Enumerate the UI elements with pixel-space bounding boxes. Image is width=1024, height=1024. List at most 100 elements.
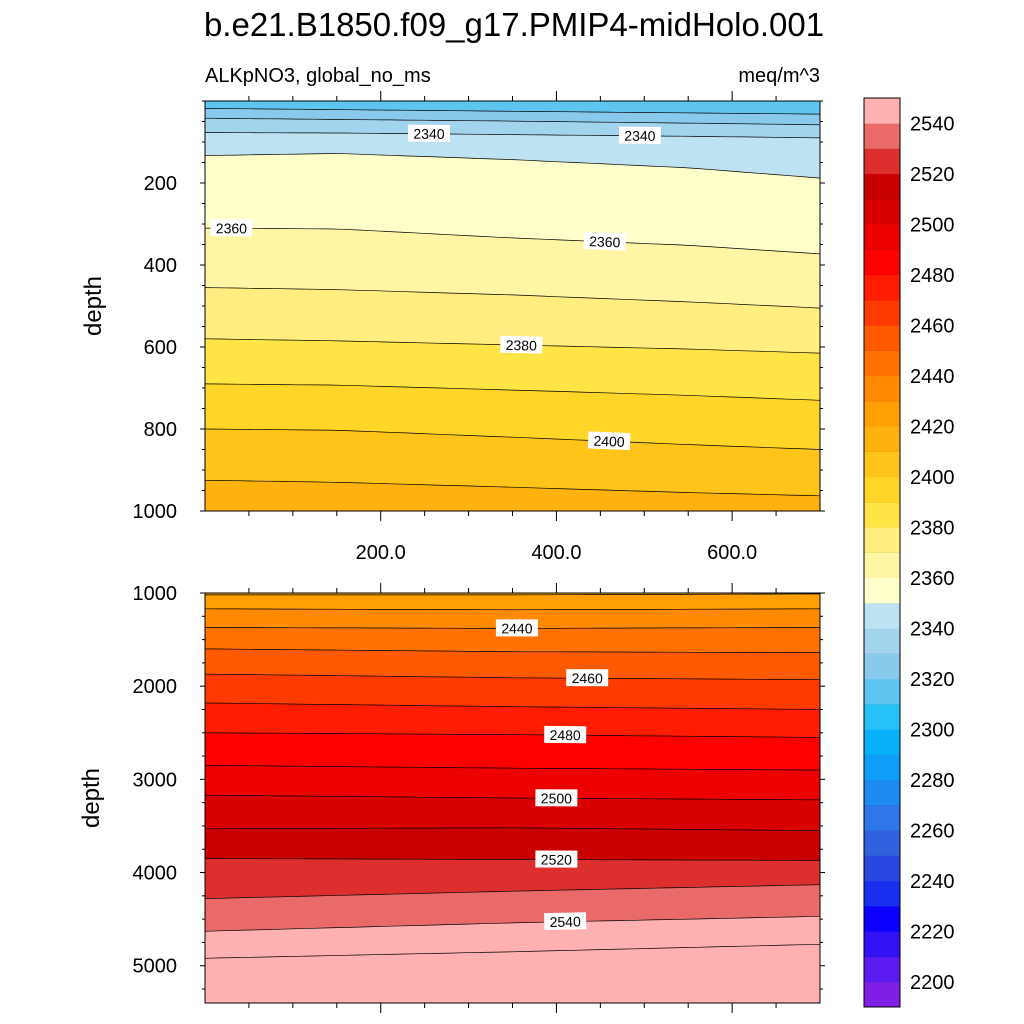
contour-label-bg	[210, 219, 253, 237]
y-tick-label: 600	[144, 337, 177, 359]
contour-line	[205, 608, 820, 611]
contour-label-bg	[535, 789, 578, 807]
colorbar-swatch	[864, 426, 900, 452]
colorbar-swatch	[864, 931, 900, 957]
colorbar-swatch	[864, 502, 900, 528]
contour-band	[205, 794, 820, 831]
colorbar-tick-label: 2220	[910, 921, 955, 943]
colorbar: 2200 2220 2240 2260 2280 2300 2320 2340 2360 2380…	[863, 97, 955, 1008]
x-tick-label: 400.0	[531, 542, 581, 564]
colorbar-swatch	[864, 401, 900, 427]
contour-line	[205, 943, 820, 959]
contour-line	[205, 884, 820, 899]
y-tick-label: 1000	[133, 501, 178, 523]
colorbar-tick-label: 2360	[910, 568, 955, 590]
colorbar-swatch	[864, 98, 900, 124]
colorbar-swatch	[864, 148, 900, 175]
contour-label-text: 2360	[216, 220, 247, 236]
colorbar-tick-label: 2400	[910, 467, 955, 489]
colorbar-swatch	[864, 805, 900, 831]
colorbar-tick-label: 2260	[910, 820, 955, 842]
contour-line	[205, 858, 820, 861]
upper-contour-panel: 2340 2340 2360 2360 2380 2400 200 400 600 800 1000…	[133, 91, 825, 564]
contour-label-bg	[587, 431, 631, 451]
contour-label-bg	[618, 126, 661, 144]
contour-line	[205, 117, 820, 126]
contour-line	[205, 479, 820, 497]
colorbar-swatch	[864, 906, 900, 932]
contour-label-text: 2440	[501, 620, 532, 636]
contour-label: 2340	[618, 126, 661, 144]
contour-line	[205, 153, 820, 179]
colorbar-tick-label: 2440	[910, 366, 955, 388]
colorbar-swatch	[864, 476, 900, 503]
colorbar-tick-label: 2520	[910, 164, 955, 186]
contour-line	[205, 794, 820, 801]
colorbar-swatch	[864, 729, 900, 755]
colorbar-swatch	[864, 300, 900, 326]
colorbar-swatch	[864, 249, 900, 276]
contour-label: 2520	[535, 850, 578, 868]
y-tick-label: 5000	[133, 956, 178, 978]
colorbar-tick-label: 2460	[910, 315, 955, 337]
colorbar-swatch	[864, 628, 900, 654]
contour-line	[205, 383, 820, 401]
colorbar-tick-label: 2500	[910, 214, 955, 236]
contour-label: 2380	[500, 335, 543, 354]
colorbar-swatch	[864, 552, 900, 579]
colorbar-swatch	[864, 199, 900, 225]
contour-label-bg	[535, 850, 578, 868]
colorbar-tick-label: 2540	[910, 113, 955, 135]
contour-line	[205, 593, 820, 596]
colorbar-tick-label: 2420	[910, 416, 955, 438]
contour-label: 2440	[495, 619, 538, 637]
colorbar-swatch	[864, 653, 900, 680]
contour-label: 2540	[544, 912, 587, 931]
contour-label: 2500	[535, 789, 578, 807]
colorbar-swatch	[864, 173, 900, 200]
colorbar-swatch	[864, 224, 900, 250]
colorbar-swatch	[864, 577, 900, 604]
y-tick-label: 2000	[133, 676, 178, 698]
contour-label-text: 2360	[589, 233, 621, 250]
contour-label-text: 2460	[572, 670, 603, 686]
contour-label-bg	[544, 912, 587, 931]
contour-label-bg	[566, 669, 609, 687]
lower-y-axis-label: depth	[78, 768, 105, 828]
contour-label: 2400	[587, 431, 631, 451]
colorbar-swatch	[864, 981, 900, 1008]
contour-label-text: 2540	[549, 913, 581, 930]
chart-title: b.e21.B1850.f09_g17.PMIP4-midHolo.001	[204, 6, 824, 43]
contour-fills	[205, 593, 820, 1003]
contour-line	[205, 227, 820, 255]
contour-label: 2360	[210, 219, 253, 237]
colorbar-swatch	[864, 830, 900, 856]
x-tick-label: 600.0	[707, 542, 757, 564]
lower-contour-panel: 2440 2460 2480 2500 2520 2540 1000 2000 3000 4000…	[133, 583, 825, 1013]
colorbar-swatch	[864, 754, 900, 781]
colorbar-swatch	[864, 678, 900, 705]
contour-line	[205, 673, 820, 681]
contour-label-text: 2380	[506, 337, 538, 354]
colorbar-swatch	[864, 603, 900, 629]
colorbar-swatch	[864, 325, 900, 351]
contour-label: 2340	[407, 124, 451, 142]
upper-y-axis-label: depth	[80, 276, 107, 336]
y-tick-label: 400	[144, 255, 177, 277]
contour-line	[205, 702, 820, 710]
contour-line	[205, 287, 820, 309]
contour-label: 2460	[566, 669, 609, 687]
colorbar-tick-label: 2280	[910, 770, 955, 792]
colorbar-swatch	[864, 855, 900, 882]
colorbar-tick-label: 2340	[910, 618, 955, 640]
contour-line	[205, 132, 820, 139]
contour-label-text: 2520	[541, 852, 572, 868]
units-label: meq/m^3	[738, 65, 820, 87]
colorbar-swatch	[864, 123, 900, 149]
contour-label-bg	[495, 619, 538, 637]
colorbar-swatch	[864, 956, 900, 983]
contour-label-text: 2500	[541, 790, 572, 806]
colorbar-swatch	[864, 451, 900, 478]
contour-label-text: 2400	[593, 433, 625, 450]
